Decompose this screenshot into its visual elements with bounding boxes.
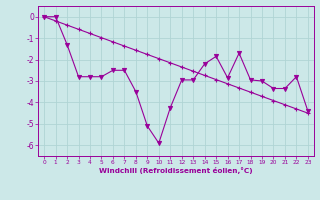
X-axis label: Windchill (Refroidissement éolien,°C): Windchill (Refroidissement éolien,°C) xyxy=(99,167,253,174)
